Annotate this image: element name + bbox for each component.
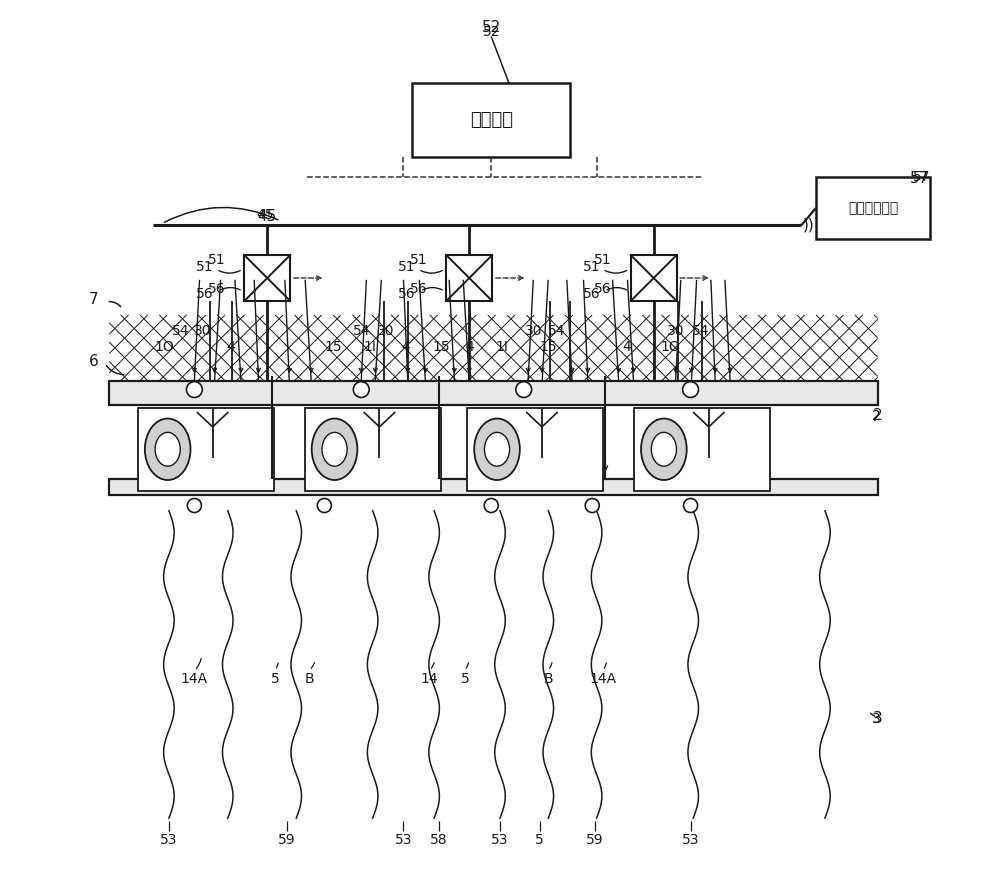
- Ellipse shape: [322, 433, 347, 466]
- Text: 54: 54: [353, 323, 371, 337]
- Text: 空气供给装置: 空气供给装置: [848, 201, 898, 215]
- Text: 30: 30: [377, 323, 395, 337]
- Circle shape: [484, 499, 498, 513]
- Text: 56: 56: [583, 287, 600, 300]
- Bar: [634, 408, 770, 491]
- Text: 51: 51: [196, 261, 214, 275]
- Text: 4: 4: [226, 339, 235, 353]
- Circle shape: [186, 381, 202, 397]
- Text: 3: 3: [872, 712, 880, 726]
- Text: B: B: [543, 672, 553, 686]
- Text: 2: 2: [873, 409, 882, 424]
- Ellipse shape: [484, 433, 510, 466]
- Text: 59: 59: [586, 833, 604, 848]
- Bar: [631, 255, 677, 301]
- Text: 56: 56: [196, 287, 214, 300]
- Text: )): )): [803, 218, 815, 233]
- Bar: [816, 177, 930, 239]
- Bar: [109, 315, 878, 381]
- Text: 30: 30: [194, 323, 212, 337]
- Text: 7: 7: [89, 292, 98, 307]
- Text: 51: 51: [208, 254, 225, 268]
- Ellipse shape: [641, 418, 687, 480]
- Text: 30: 30: [667, 323, 684, 337]
- Text: B: B: [305, 672, 314, 686]
- Text: 53: 53: [395, 833, 412, 848]
- Circle shape: [353, 381, 369, 397]
- Text: 45: 45: [258, 209, 277, 224]
- Text: 1O: 1O: [661, 339, 680, 353]
- Text: 56: 56: [410, 283, 428, 296]
- Text: 1O: 1O: [155, 339, 174, 353]
- Text: 1I: 1I: [495, 339, 508, 353]
- Text: 56: 56: [398, 287, 416, 300]
- Text: 15: 15: [432, 339, 450, 353]
- Text: 4: 4: [466, 339, 475, 353]
- Circle shape: [684, 499, 698, 513]
- Text: 14A: 14A: [181, 672, 208, 686]
- Text: 54: 54: [691, 323, 709, 337]
- Text: 2: 2: [872, 409, 880, 423]
- Text: 59: 59: [278, 833, 295, 848]
- Bar: [446, 255, 492, 301]
- Bar: [467, 408, 603, 491]
- Text: 6: 6: [89, 354, 98, 369]
- Text: 4: 4: [622, 339, 631, 353]
- Text: 1I: 1I: [364, 339, 376, 353]
- Bar: [412, 83, 570, 158]
- Bar: [138, 408, 274, 491]
- Text: 5: 5: [271, 672, 280, 686]
- Text: 5: 5: [460, 672, 469, 686]
- Text: 51: 51: [594, 254, 612, 268]
- Ellipse shape: [651, 433, 676, 466]
- Text: 30: 30: [525, 323, 542, 337]
- Text: 57: 57: [910, 171, 929, 186]
- Circle shape: [187, 499, 201, 513]
- Ellipse shape: [155, 433, 180, 466]
- Text: 5: 5: [535, 833, 544, 848]
- Text: 54: 54: [547, 323, 565, 337]
- Ellipse shape: [312, 418, 357, 480]
- Text: 3: 3: [873, 711, 883, 727]
- Text: 53: 53: [491, 833, 509, 848]
- Ellipse shape: [145, 418, 191, 480]
- Circle shape: [516, 381, 532, 397]
- Circle shape: [683, 381, 698, 397]
- Text: 4: 4: [402, 339, 410, 353]
- Text: 15: 15: [539, 339, 557, 353]
- Text: 57: 57: [913, 170, 930, 184]
- Text: 52: 52: [482, 20, 501, 35]
- Text: 控制机构: 控制机构: [470, 111, 513, 129]
- Bar: [109, 479, 878, 495]
- Text: 15: 15: [324, 339, 342, 353]
- Text: 53: 53: [160, 833, 178, 848]
- Text: 51: 51: [583, 261, 600, 275]
- Ellipse shape: [474, 418, 520, 480]
- Text: 51: 51: [410, 254, 428, 268]
- Text: 14A: 14A: [589, 672, 616, 686]
- Circle shape: [317, 499, 331, 513]
- Bar: [109, 381, 878, 405]
- Text: 56: 56: [594, 283, 612, 296]
- Text: 53: 53: [682, 833, 699, 848]
- Text: 51: 51: [398, 261, 416, 275]
- Text: 45: 45: [256, 208, 273, 222]
- Text: 54: 54: [172, 323, 189, 337]
- Text: 52: 52: [482, 26, 500, 39]
- Bar: [305, 408, 441, 491]
- Text: 58: 58: [430, 833, 447, 848]
- Text: 56: 56: [208, 283, 225, 296]
- Bar: [244, 255, 290, 301]
- Text: 14: 14: [421, 672, 439, 686]
- Circle shape: [585, 499, 599, 513]
